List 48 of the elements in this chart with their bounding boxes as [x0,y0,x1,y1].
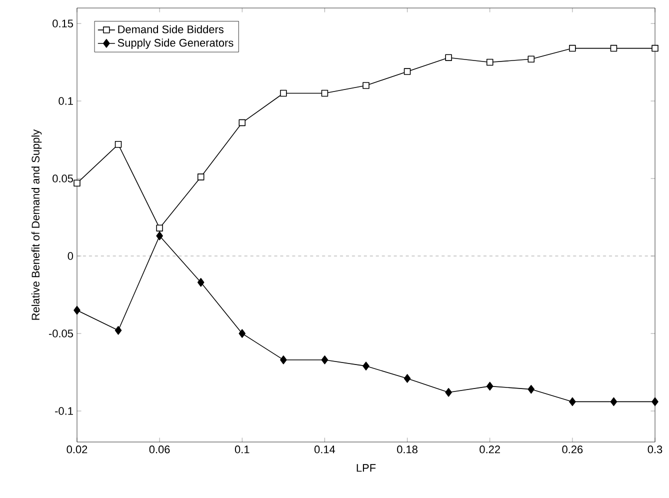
point [114,141,122,148]
y-axis-title: Relative Benefit of Demand and Supply [31,129,42,320]
x-axis-title: LPF [356,464,376,472]
point [321,90,328,97]
point [486,382,494,391]
point [197,174,204,180]
point [114,326,122,335]
x-tick-label: 0.18 [397,446,418,454]
y-tick-label: 0 [68,252,74,260]
point [280,90,287,97]
point [445,54,452,61]
x-tick-label: 0.14 [314,446,336,454]
point [156,231,163,240]
y-tick-label: 0.15 [52,20,74,28]
point [362,362,370,370]
y-tick-label: 0.1 [58,97,73,105]
point [569,44,576,52]
point [610,44,618,52]
point [445,388,452,397]
point [569,397,576,406]
point [652,397,658,406]
point [528,56,535,63]
y-tick-label: 0.05 [52,174,74,182]
y-tick-label: -0.05 [48,330,74,338]
point [74,306,80,315]
point [238,329,246,338]
point [404,374,411,383]
x-tick-label: 0.02 [66,446,88,454]
point [156,224,163,232]
x-tick-label: 0.06 [149,446,170,454]
point [610,397,618,406]
x-tick-label: 0.3 [648,446,662,454]
legend-label: Supply Side Generators [118,38,234,49]
x-tick-label: 0.1 [234,446,250,454]
point [321,355,328,364]
point [280,355,287,364]
point [197,278,204,287]
point [362,82,370,89]
point [652,44,658,52]
y-tick-label: -0.1 [55,407,73,415]
point [238,119,246,126]
point [404,68,411,75]
x-tick-label: 0.26 [562,446,583,454]
point [528,384,535,394]
x-tick-label: 0.22 [480,446,500,454]
point [486,58,494,66]
point [74,180,80,187]
legend-label: Demand Side Bidders [118,25,224,34]
